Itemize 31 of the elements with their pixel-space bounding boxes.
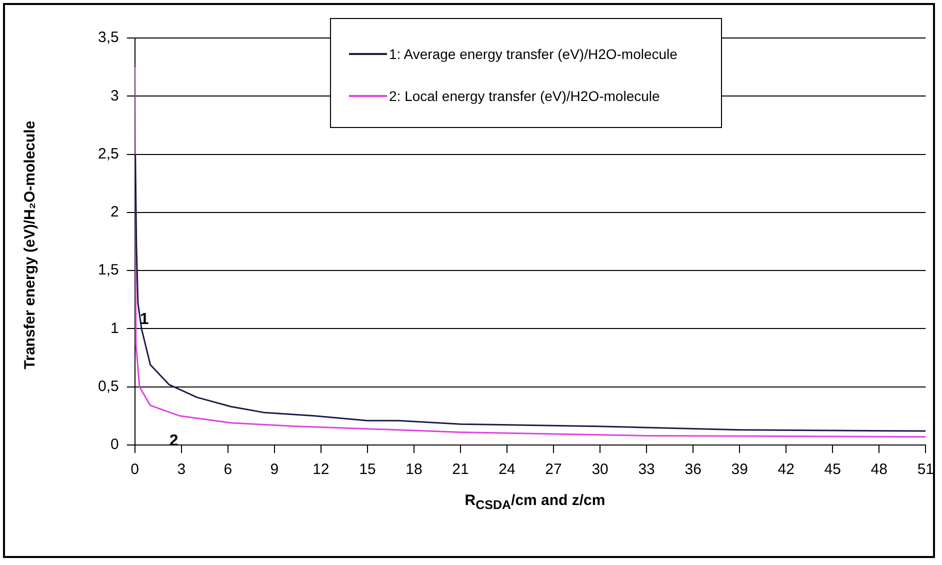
y-tick-label: 0,5 xyxy=(98,378,119,395)
y-axis-title: Transfer energy (eV)/H₂O-molecule xyxy=(22,120,38,370)
y-tick-label: 2,5 xyxy=(98,145,119,162)
y-tick-label: 2 xyxy=(110,204,119,221)
x-tick-label: 3 xyxy=(177,461,186,478)
x-tick-label: 12 xyxy=(312,461,330,478)
x-tick-label: 0 xyxy=(130,461,140,478)
x-tick-label: 21 xyxy=(452,461,469,478)
x-tick-label: 15 xyxy=(359,461,376,478)
annotation: 1 xyxy=(140,311,149,328)
x-tick-label: 9 xyxy=(270,461,279,478)
x-tick-label: 18 xyxy=(406,461,422,478)
x-tick-label: 45 xyxy=(824,461,841,478)
y-tick-label: 1 xyxy=(110,320,119,337)
x-tick-label: 27 xyxy=(545,461,562,478)
x-tick-label: 48 xyxy=(870,461,888,478)
x-tick-label: 51 xyxy=(917,461,934,478)
legend-label: 1: Average energy transfer (eV)/H2O-molecule xyxy=(389,46,678,62)
x-tick-label: 42 xyxy=(778,461,794,478)
y-tick-label: 3 xyxy=(110,87,119,104)
x-axis-title: R$_{CSDA}$/cm and z/cm xyxy=(464,492,606,512)
x-tick-label: 36 xyxy=(684,461,702,478)
x-tick-label: 39 xyxy=(731,461,748,478)
y-tick-label: 0 xyxy=(110,436,119,454)
y-tick-label: 1,5 xyxy=(98,262,119,279)
x-tick-label: 24 xyxy=(498,461,516,478)
x-tick-label: 6 xyxy=(224,461,232,478)
y-tick-label: 3,5 xyxy=(98,29,119,46)
legend-label: 2: Local energy transfer (eV)/H2O-molecule xyxy=(389,88,660,104)
x-tick-label: 33 xyxy=(638,461,655,478)
x-tick-label: 30 xyxy=(592,461,608,478)
